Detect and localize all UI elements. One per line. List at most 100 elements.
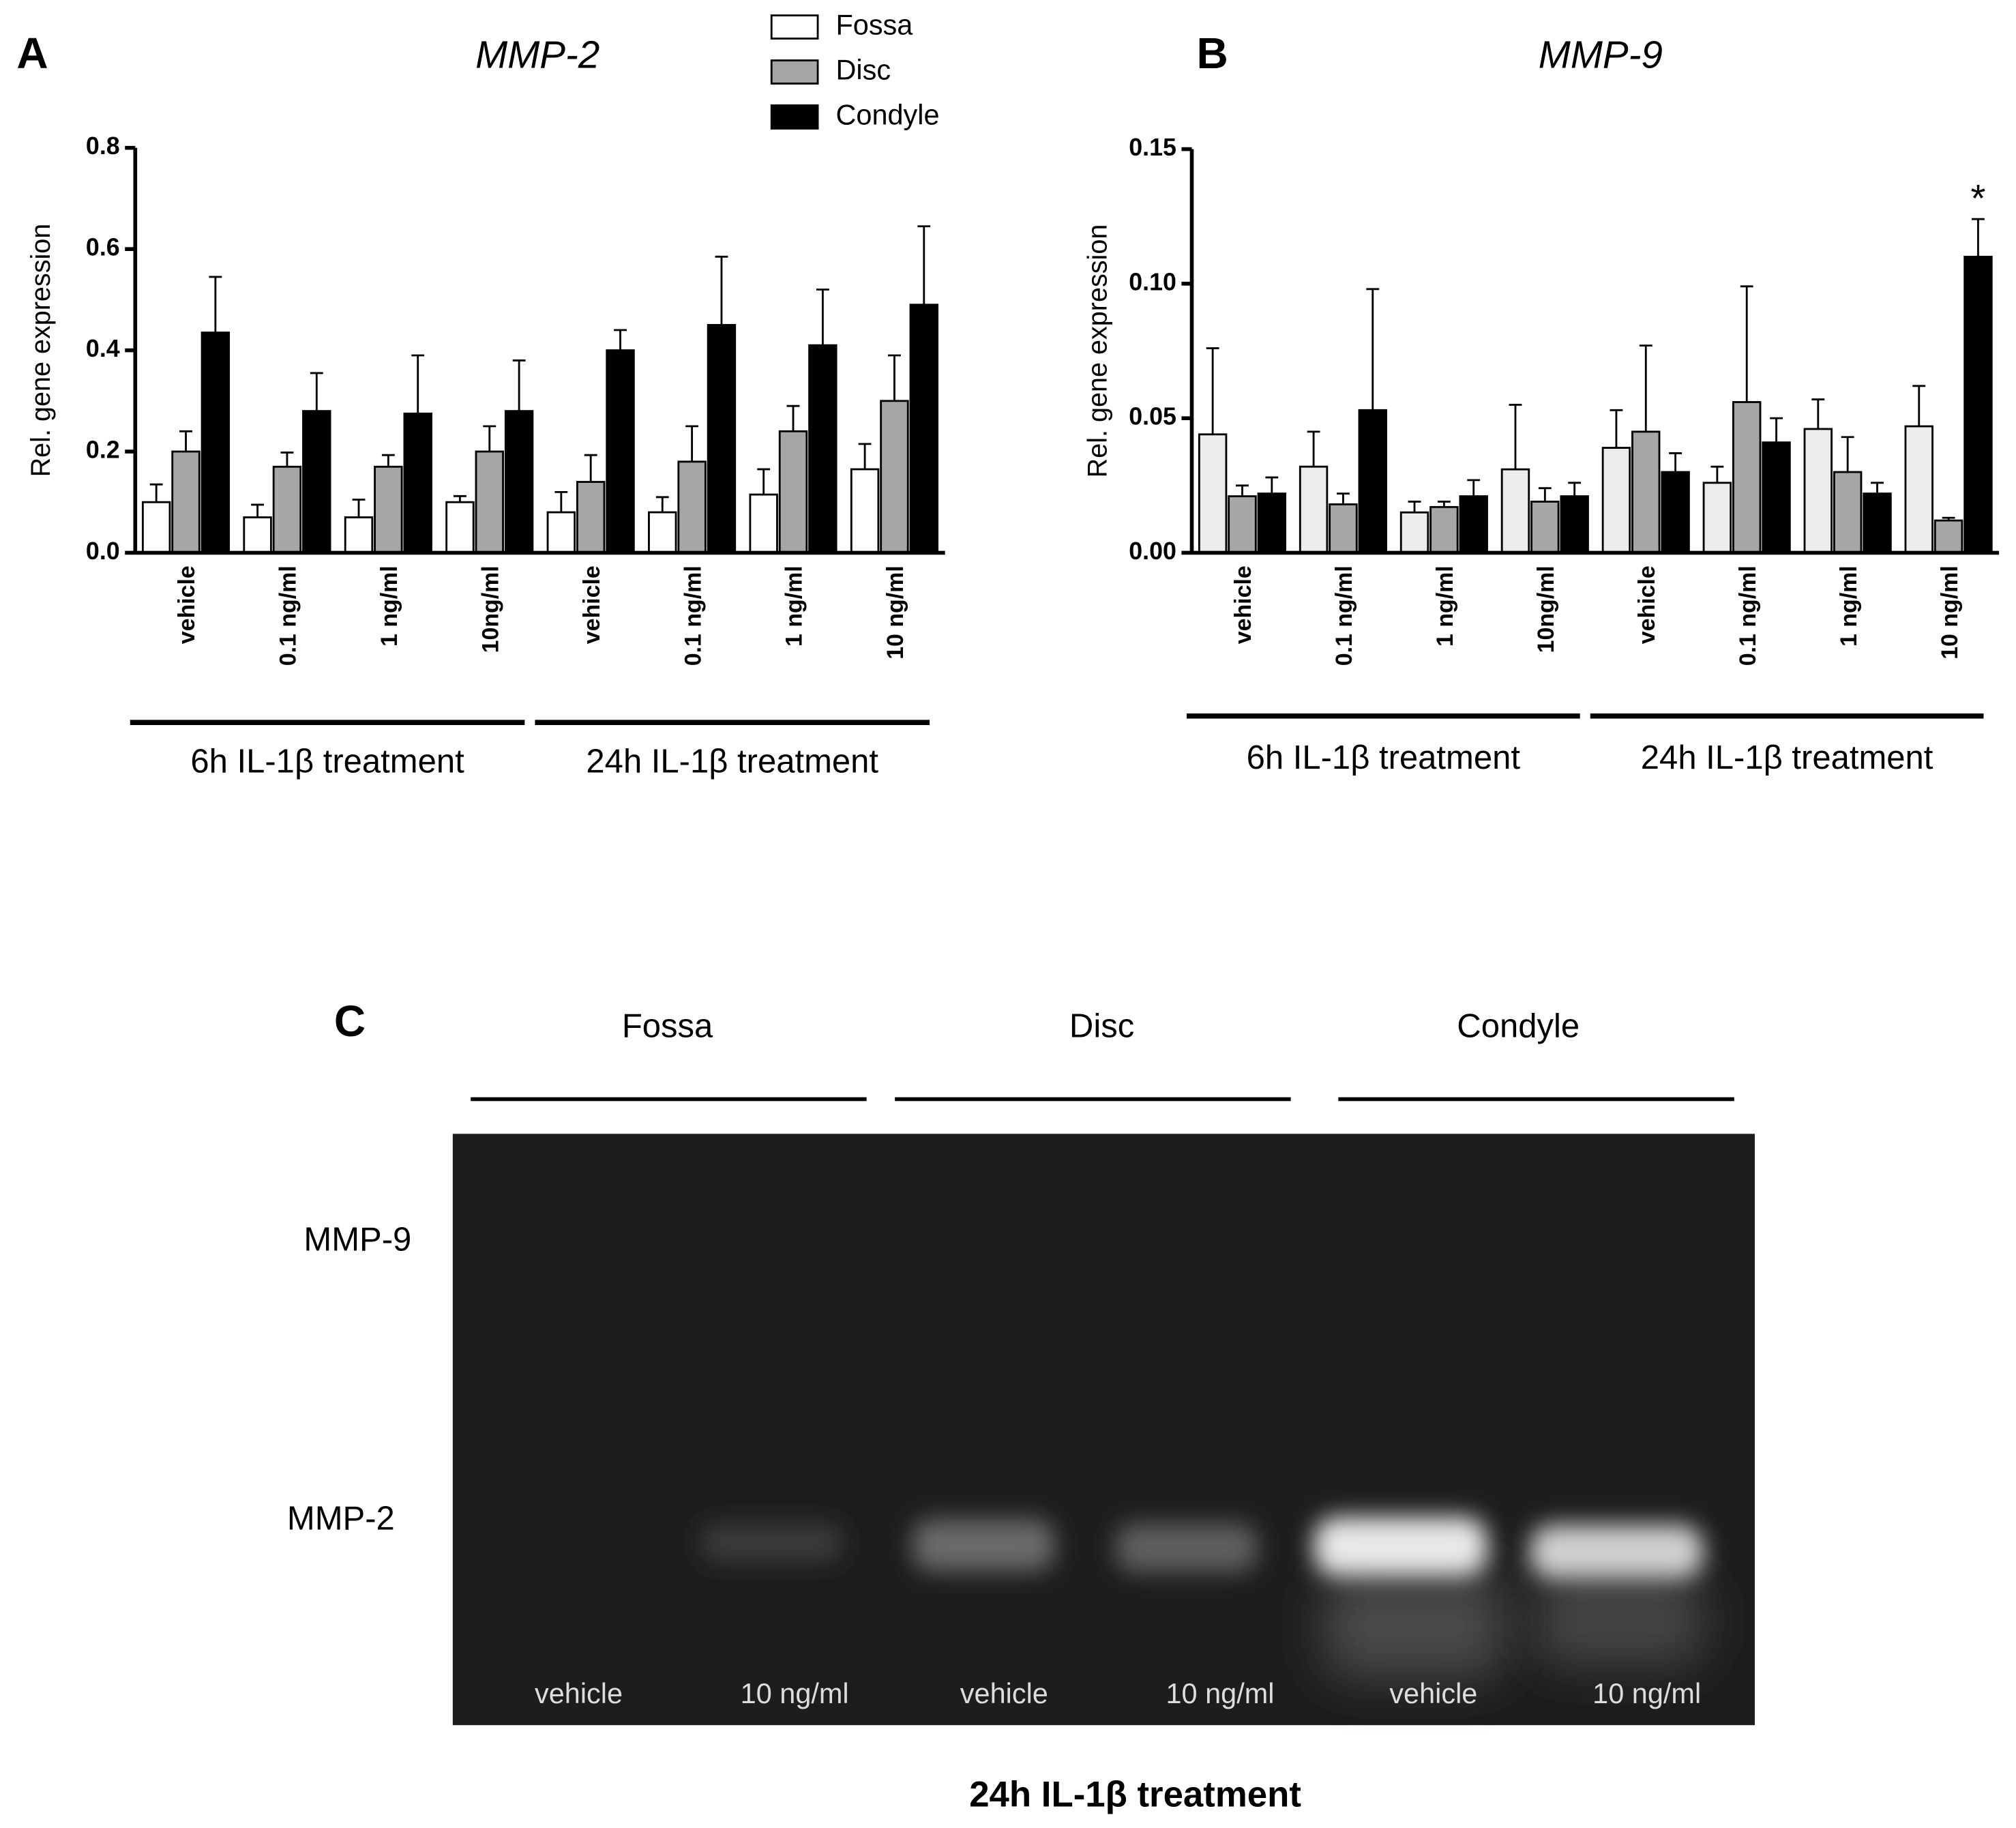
x-tick-label: 10 ng/ml <box>883 565 908 660</box>
bar <box>909 304 938 554</box>
gel-smear <box>1536 1574 1704 1665</box>
bar <box>1329 503 1358 554</box>
bar <box>576 481 606 554</box>
bar <box>546 511 576 554</box>
group-label: 24h IL-1β treatment <box>1641 739 1933 776</box>
bar <box>850 468 880 554</box>
bar <box>1429 505 1459 554</box>
panel-label: B <box>1197 29 1228 78</box>
bar <box>606 349 635 554</box>
gel-band <box>1530 1524 1704 1579</box>
x-tick-label: vehicle <box>1230 565 1256 644</box>
chart: A MMP-2 Rel. gene expression 0.0 0.2 0.4 0.6 0.… <box>16 9 945 780</box>
tissue-label: Disc <box>1069 1008 1134 1045</box>
bar <box>445 501 475 554</box>
x-tick-label: vehicle <box>579 565 605 644</box>
bar <box>808 344 837 554</box>
x-tick-label: 0.1 ng/ml <box>1735 565 1761 666</box>
y-tick-label: 0.2 <box>86 436 120 463</box>
bar <box>1863 492 1892 554</box>
lane-label: 10 ng/ml <box>1166 1677 1274 1709</box>
y-tick-label: 0.8 <box>86 132 120 160</box>
bar <box>1762 441 1791 554</box>
band-label: MMP-9 <box>303 1222 411 1258</box>
x-tick-label: 0.1 ng/ml <box>680 565 706 666</box>
gel-band <box>700 1523 842 1562</box>
x-tick-label: 1 ng/ml <box>376 565 402 647</box>
chart: B MMP-9 Rel. gene expression 0.00 0.05 0.10 0.… <box>1082 29 2000 776</box>
bar <box>1459 495 1488 554</box>
legend-swatch <box>770 104 819 130</box>
tissue-label: Fossa <box>622 1008 713 1045</box>
bar <box>141 501 171 554</box>
legend-label: Fossa <box>835 9 913 41</box>
bar <box>302 410 331 554</box>
bar <box>1601 447 1631 554</box>
y-axis-label: Rel. gene expression <box>1082 224 1112 478</box>
bar <box>1198 433 1228 554</box>
panel-label: C <box>334 997 366 1046</box>
x-tick-label: vehicle <box>1634 565 1660 644</box>
bar <box>504 410 534 554</box>
legend-label: Disc <box>835 53 891 85</box>
gel-smear <box>1324 1574 1504 1678</box>
gel-band <box>1116 1523 1258 1572</box>
y-tick-label: 0.6 <box>86 234 120 261</box>
bar <box>374 465 403 554</box>
bar <box>707 324 737 554</box>
group-label: 6h IL-1β treatment <box>190 743 464 780</box>
y-tick-label: 0.15 <box>1129 134 1176 161</box>
bar <box>1833 471 1863 554</box>
panel-label: A <box>16 29 48 78</box>
gel-caption: 24h IL-1β treatment <box>969 1775 1301 1815</box>
bar <box>1963 256 1993 554</box>
bar <box>880 400 909 554</box>
bar <box>1702 482 1732 554</box>
annotation: * <box>1970 177 1985 220</box>
bar <box>344 516 374 554</box>
bar <box>243 516 272 554</box>
x-tick-label: vehicle <box>174 565 200 644</box>
bar <box>171 450 201 554</box>
bar <box>1904 425 1933 554</box>
legend-swatch <box>770 14 819 40</box>
bar <box>1500 468 1530 554</box>
y-tick-label: 0.05 <box>1129 403 1176 430</box>
lane-label: 10 ng/ml <box>741 1677 849 1709</box>
bar <box>1228 495 1257 554</box>
bar <box>778 430 808 554</box>
tissue-label: Condyle <box>1457 1008 1580 1045</box>
bar <box>1399 511 1429 554</box>
bar <box>1661 471 1690 554</box>
x-tick-label: 1 ng/ml <box>1836 565 1862 647</box>
band-label: MMP-2 <box>287 1501 395 1537</box>
lane-label: vehicle <box>960 1677 1048 1709</box>
bar <box>1358 409 1387 554</box>
x-tick-label: 0.1 ng/ml <box>1331 565 1357 666</box>
lane-label: vehicle <box>1389 1677 1477 1709</box>
x-tick-label: 10ng/ml <box>1533 565 1559 653</box>
bar <box>1933 519 1963 554</box>
bar <box>1560 495 1589 554</box>
x-tick-label: 10ng/ml <box>477 565 503 653</box>
y-tick-label: 0.4 <box>86 335 120 362</box>
bar <box>1299 465 1329 554</box>
group-label: 24h IL-1β treatment <box>586 743 878 780</box>
gel-band <box>1314 1516 1487 1576</box>
bar <box>475 450 504 554</box>
bar <box>403 412 432 554</box>
panel-c: C Fossa Disc Condyle MMP-9 MMP-2 vehicle… <box>287 997 1755 1815</box>
x-tick-label: 10 ng/ml <box>1937 565 1963 660</box>
y-axis-label: Rel. gene expression <box>26 224 56 477</box>
x-tick-label: 1 ng/ml <box>1432 565 1458 647</box>
bar <box>1631 430 1661 554</box>
bar <box>1257 492 1287 554</box>
x-tick-label: 1 ng/ml <box>782 565 807 647</box>
y-tick-label: 0.10 <box>1129 268 1176 295</box>
lane-label: vehicle <box>535 1677 623 1709</box>
group-label: 6h IL-1β treatment <box>1247 739 1521 776</box>
y-tick-label: 0.00 <box>1129 537 1176 565</box>
legend-label: Condyle <box>835 98 939 130</box>
